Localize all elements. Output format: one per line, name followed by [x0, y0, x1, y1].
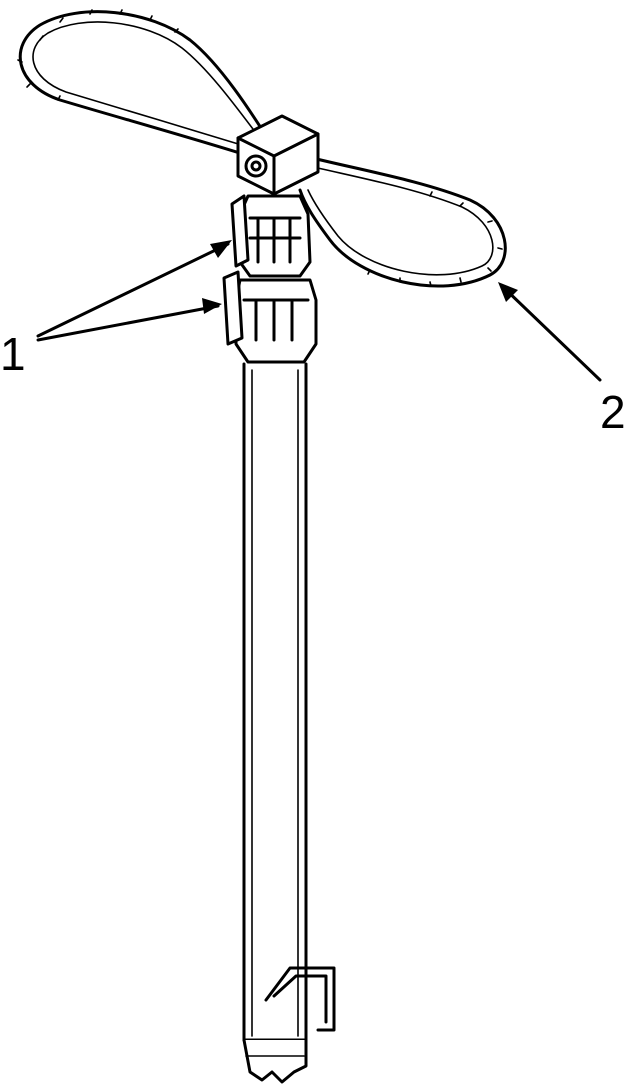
pole-end	[242, 966, 336, 1084]
callout-arrow-2	[498, 282, 602, 382]
callout-label-1: 1	[0, 328, 26, 380]
pole	[242, 362, 308, 1042]
callout-arrow-1	[36, 240, 232, 342]
clamp-locks	[222, 194, 318, 364]
clamp-block	[236, 114, 320, 196]
rope-loop	[17, 9, 507, 288]
callout-label-2: 2	[600, 386, 626, 438]
